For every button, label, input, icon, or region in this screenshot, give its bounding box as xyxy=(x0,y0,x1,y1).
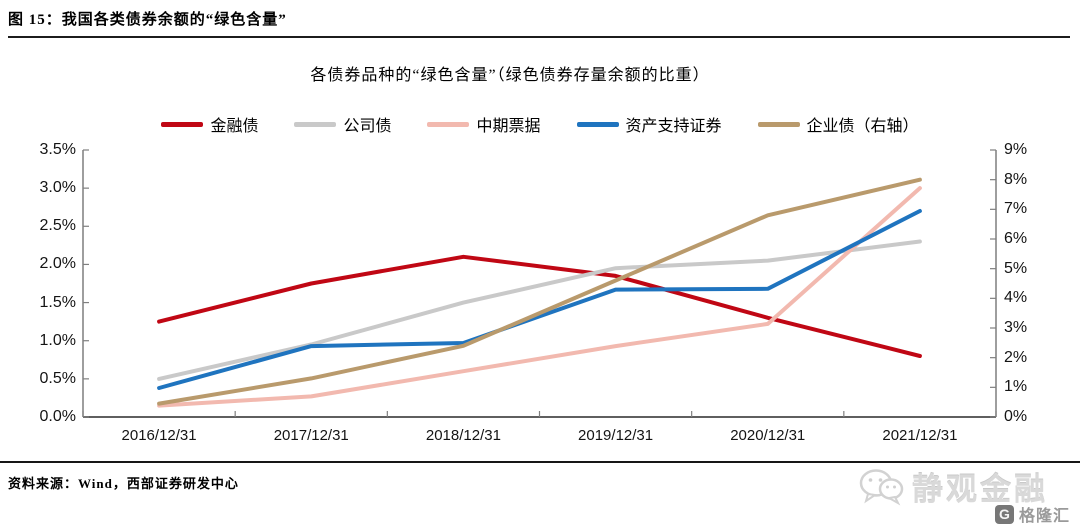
series-line-3 xyxy=(157,209,922,390)
x-axis-category-label: 2019/12/31 xyxy=(578,427,654,444)
figure-caption: 图 15：我国各类债券余额的“绿色含量” xyxy=(8,12,287,28)
legend-swatch-0 xyxy=(161,121,204,127)
right-axis-tick-label: 7% xyxy=(1004,200,1028,218)
legend-item-0: 金融债 xyxy=(161,112,258,136)
x-axis-category-label: 2017/12/31 xyxy=(273,427,349,444)
right-axis-tick-label: 4% xyxy=(1004,289,1028,307)
left-axis-tick-label: 1.0% xyxy=(39,331,76,349)
gelonghui-g-icon: G xyxy=(994,504,1014,524)
left-axis-tick-label: 0.0% xyxy=(39,408,76,425)
gelonghui-logo-text: 格隆汇 xyxy=(1018,508,1070,525)
left-axis-tick-label: 2.5% xyxy=(39,217,76,235)
series-line-2 xyxy=(157,186,922,408)
legend-item-2: 中期票据 xyxy=(427,112,541,136)
brand-watermark-text: 静观金融 xyxy=(912,472,1048,507)
right-axis-tick-label: 3% xyxy=(1004,319,1028,336)
right-axis-tick-label: 2% xyxy=(1004,348,1028,366)
right-axis-tick-label: 8% xyxy=(1004,170,1028,188)
right-axis-tick-label: 0% xyxy=(1004,408,1028,425)
legend-label-1: 公司债 xyxy=(343,118,392,135)
right-axis-tick-label: 6% xyxy=(1004,230,1028,247)
legend-item-1: 公司债 xyxy=(294,112,391,136)
footer-divider xyxy=(0,461,1080,463)
left-axis-tick-label: 3.5% xyxy=(39,141,76,158)
brand-watermark: 静观金融 xyxy=(858,464,1048,509)
legend-label-4: 企业债（右轴） xyxy=(806,118,919,135)
x-axis-category-label: 2016/12/31 xyxy=(121,427,197,444)
x-axis-category-label: 2021/12/31 xyxy=(882,427,958,444)
legend-label-0: 金融债 xyxy=(210,118,259,135)
legend-swatch-2 xyxy=(427,121,470,127)
left-axis-tick-label: 1.5% xyxy=(39,293,76,311)
gelonghui-logo: G 格隆汇 xyxy=(994,502,1070,526)
right-axis-tick-label: 9% xyxy=(1004,141,1028,158)
source-note: 资料来源：Wind，西部证券研发中心 xyxy=(8,476,239,491)
wechat-icon xyxy=(859,468,904,505)
left-axis-tick-label: 3.0% xyxy=(39,179,76,197)
legend-item-3: 资产支持证券 xyxy=(576,112,722,136)
legend-label-2: 中期票据 xyxy=(476,118,541,135)
x-axis-category-label: 2020/12/31 xyxy=(730,427,806,444)
caption-divider xyxy=(8,36,1070,38)
series-line-1 xyxy=(157,239,922,381)
chart-title: 各债券品种的“绿色含量”（绿色债券存量余额的比重） xyxy=(310,67,710,84)
legend-label-3: 资产支持证券 xyxy=(625,118,722,135)
legend-swatch-1 xyxy=(294,121,337,127)
right-axis-tick-label: 5% xyxy=(1004,259,1028,277)
series-line-0 xyxy=(157,254,922,358)
legend-swatch-3 xyxy=(576,121,619,127)
x-axis-category-label: 2018/12/31 xyxy=(425,427,501,444)
legend-item-4: 企业债（右轴） xyxy=(757,112,919,136)
right-axis-tick-label: 1% xyxy=(1004,378,1028,396)
legend-swatch-4 xyxy=(757,121,800,127)
left-axis-tick-label: 2.0% xyxy=(39,255,76,273)
series-line-4 xyxy=(157,177,922,406)
left-axis-tick-label: 0.5% xyxy=(39,369,76,387)
chart-legend: 金融债 公司债 中期票据 资产支持证券 企业债（右轴） xyxy=(0,112,1080,136)
